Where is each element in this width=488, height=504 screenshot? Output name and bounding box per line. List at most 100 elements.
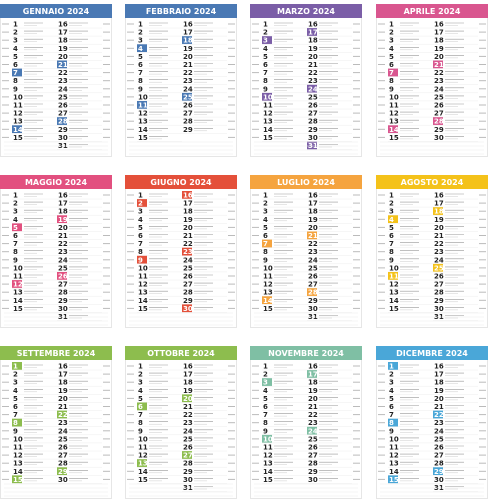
day-number: 15 bbox=[13, 134, 23, 142]
day-number: 1 bbox=[13, 21, 18, 29]
day-number: 7 bbox=[389, 69, 394, 77]
day-number: 21 bbox=[183, 61, 193, 69]
day-number: 11 bbox=[389, 102, 399, 110]
day-number: 16 bbox=[434, 363, 444, 371]
day-number: 28 bbox=[434, 118, 444, 126]
day-number: 5 bbox=[263, 53, 268, 61]
day-number: 21 bbox=[308, 61, 318, 69]
day-number: 8 bbox=[263, 248, 268, 256]
day-number: 14 bbox=[389, 126, 399, 134]
day-number: 30 bbox=[434, 134, 444, 142]
day-number: 15 bbox=[263, 305, 273, 313]
day-number: 23 bbox=[308, 248, 318, 256]
day-number: 13 bbox=[263, 289, 273, 297]
day-number: 6 bbox=[13, 61, 18, 69]
day-number: 28 bbox=[183, 118, 193, 126]
day-number: 7 bbox=[13, 411, 18, 419]
month-panel: MARZO 2024123456789101112131415161718192… bbox=[250, 4, 362, 157]
day-number: 21 bbox=[308, 232, 318, 240]
sunday-box bbox=[12, 125, 22, 134]
day-number: 17 bbox=[308, 200, 318, 208]
day-number: 1 bbox=[389, 192, 394, 200]
sunday-box bbox=[12, 280, 22, 289]
day-number: 20 bbox=[308, 224, 318, 232]
day-number: 11 bbox=[389, 444, 399, 452]
sunday-box bbox=[388, 215, 398, 224]
day-number: 20 bbox=[308, 53, 318, 61]
day-number: 17 bbox=[58, 371, 68, 379]
day-number: 6 bbox=[263, 232, 268, 240]
day-number: 25 bbox=[308, 93, 318, 101]
day-number: 17 bbox=[183, 29, 193, 37]
month-title: OTTOBRE 2024 bbox=[147, 349, 215, 358]
day-number: 15 bbox=[389, 476, 399, 484]
day-number: 13 bbox=[138, 118, 148, 126]
day-number: 1 bbox=[138, 363, 143, 371]
day-number: 3 bbox=[138, 379, 143, 387]
day-number: 10 bbox=[263, 264, 273, 272]
day-number: 16 bbox=[308, 363, 318, 371]
day-number: 1 bbox=[389, 363, 394, 371]
sunday-box bbox=[137, 199, 147, 208]
day-number: 18 bbox=[434, 379, 444, 387]
day-number: 24 bbox=[183, 85, 193, 93]
day-number: 23 bbox=[308, 419, 318, 427]
day-number: 23 bbox=[183, 248, 193, 256]
day-number: 16 bbox=[308, 21, 318, 29]
sunday-box bbox=[262, 36, 272, 45]
day-number: 6 bbox=[13, 232, 18, 240]
day-number: 10 bbox=[13, 435, 23, 443]
sunday-box bbox=[12, 223, 22, 232]
day-number: 8 bbox=[263, 419, 268, 427]
day-number: 14 bbox=[13, 126, 23, 134]
day-number: 2 bbox=[13, 29, 18, 37]
day-number: 28 bbox=[58, 460, 68, 468]
day-number: 12 bbox=[389, 281, 399, 289]
sunday-box bbox=[57, 467, 67, 476]
day-number: 4 bbox=[389, 45, 394, 53]
day-number: 27 bbox=[183, 281, 193, 289]
sunday-box bbox=[307, 141, 317, 150]
month-title: FEBBRAIO 2024 bbox=[146, 7, 217, 16]
day-number: 16 bbox=[308, 192, 318, 200]
day-number: 9 bbox=[389, 427, 394, 435]
day-number: 25 bbox=[434, 435, 444, 443]
day-number: 5 bbox=[138, 395, 143, 403]
day-number: 29 bbox=[183, 468, 193, 476]
day-number: 7 bbox=[263, 411, 268, 419]
sunday-box bbox=[12, 68, 22, 77]
day-number: 13 bbox=[263, 118, 273, 126]
day-number: 4 bbox=[13, 387, 18, 395]
day-number: 25 bbox=[434, 264, 444, 272]
day-number: 2 bbox=[138, 371, 143, 379]
day-number: 13 bbox=[13, 118, 23, 126]
day-number: 8 bbox=[13, 419, 18, 427]
day-number: 13 bbox=[13, 289, 23, 297]
sunday-box bbox=[262, 434, 272, 443]
day-number: 25 bbox=[58, 435, 68, 443]
day-number: 12 bbox=[13, 281, 23, 289]
sunday-box bbox=[433, 263, 443, 272]
day-number: 26 bbox=[308, 102, 318, 110]
day-number: 27 bbox=[58, 110, 68, 118]
day-number: 29 bbox=[434, 468, 444, 476]
day-number: 16 bbox=[183, 192, 193, 200]
day-number: 12 bbox=[138, 452, 148, 460]
day-number: 14 bbox=[263, 297, 273, 305]
day-number: 6 bbox=[389, 403, 394, 411]
day-number: 30 bbox=[58, 476, 68, 484]
day-number: 17 bbox=[58, 200, 68, 208]
month-header bbox=[0, 175, 112, 189]
day-number: 12 bbox=[389, 110, 399, 118]
day-number: 27 bbox=[308, 281, 318, 289]
sunday-box bbox=[262, 239, 272, 248]
day-number: 16 bbox=[58, 363, 68, 371]
day-number: 28 bbox=[58, 118, 68, 126]
month-title: GENNAIO 2024 bbox=[23, 7, 90, 16]
day-number: 12 bbox=[389, 452, 399, 460]
day-number: 3 bbox=[263, 208, 268, 216]
day-number: 30 bbox=[308, 476, 318, 484]
day-number: 28 bbox=[434, 460, 444, 468]
day-number: 5 bbox=[389, 395, 394, 403]
